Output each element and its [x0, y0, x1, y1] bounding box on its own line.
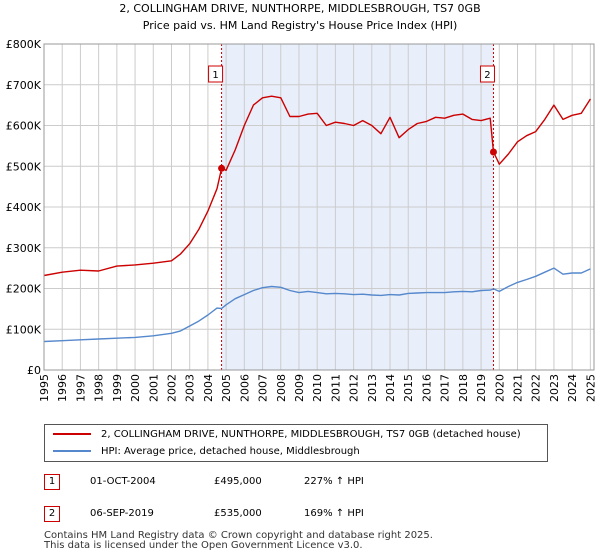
- legend: 2, COLLINGHAM DRIVE, NUNTHORPE, MIDDLESB…: [44, 424, 548, 462]
- x-tick-label: 2010: [311, 374, 324, 402]
- x-tick-label: 2018: [457, 374, 470, 402]
- x-tick-label: 1998: [93, 374, 106, 402]
- x-tick-label: 2002: [165, 374, 178, 402]
- x-tick-label: 2001: [147, 374, 160, 402]
- x-tick-label: 2011: [329, 374, 342, 402]
- property-price-line: [43, 95, 591, 277]
- plot-area: £0 £100K £200K £300K £400K £500K £600K £700K £80…: [6, 38, 598, 402]
- legend-swatch-hpi: [53, 450, 91, 452]
- x-tick-label: 2004: [202, 374, 215, 402]
- x-tick-label: 2005: [220, 374, 233, 402]
- legend-item-property: 2, COLLINGHAM DRIVE, NUNTHORPE, MIDDLESB…: [53, 427, 521, 443]
- sale-point: [218, 164, 226, 172]
- x-tick-label: 1995: [38, 374, 51, 402]
- transaction-price: £535,000: [214, 508, 262, 519]
- y-tick-label: £600K: [6, 120, 42, 133]
- x-tick-label: 2000: [129, 374, 142, 402]
- footer-line-licence: This data is licensed under the Open Gov…: [44, 540, 363, 551]
- x-tick-label: 2015: [402, 374, 415, 402]
- y-tick-label: £300K: [6, 242, 42, 255]
- event-label-box: [208, 65, 224, 83]
- x-tick-label: 1996: [56, 374, 69, 402]
- x-tick-label: 2014: [384, 374, 397, 402]
- x-tick-label: 1997: [74, 374, 87, 402]
- event-label-box: [479, 65, 495, 83]
- x-tick-label: 2024: [566, 374, 579, 402]
- x-tick-label: 2007: [257, 374, 270, 402]
- transaction-number-badge: 1: [44, 474, 60, 490]
- y-tick-label: £0: [27, 364, 41, 377]
- y-tick-label: £100K: [6, 323, 42, 336]
- x-tick-label: 2012: [348, 374, 361, 402]
- x-tick-label: 2008: [275, 374, 288, 402]
- y-tick-label: £700K: [6, 79, 42, 92]
- plot-border: [43, 43, 595, 371]
- transaction-number-badge: 2: [44, 506, 60, 522]
- y-tick-label: £500K: [6, 160, 42, 173]
- footer-attribution: Contains HM Land Registry data © Crown c…: [44, 531, 433, 551]
- footer-line-copyright: Contains HM Land Registry data © Crown c…: [44, 530, 433, 541]
- transaction-row: 2 06-SEP-2019 £535,000 169% ↑ HPI: [44, 506, 564, 524]
- x-tick-label: 2019: [475, 374, 488, 402]
- event-label: 1: [212, 70, 218, 81]
- transaction-hpi-change: 227% ↑ HPI: [304, 476, 364, 487]
- x-tick-label: 2025: [584, 374, 597, 402]
- x-tick-label: 2020: [493, 374, 506, 402]
- y-tick-label: £400K: [6, 201, 42, 214]
- x-tick-label: 2023: [548, 374, 561, 402]
- chart-subtitle: Price paid vs. HM Land Registry's House …: [143, 19, 458, 32]
- transaction-date: 06-SEP-2019: [90, 508, 154, 519]
- x-tick-label: 2006: [238, 374, 251, 402]
- chart-title: 2, COLLINGHAM DRIVE, NUNTHORPE, MIDDLESB…: [119, 2, 480, 15]
- x-tick-label: 2022: [530, 374, 543, 402]
- y-tick-label: £200K: [6, 283, 42, 296]
- price-chart: 2, COLLINGHAM DRIVE, NUNTHORPE, MIDDLESB…: [6, 2, 598, 402]
- x-tick-label: 2021: [512, 374, 525, 402]
- x-tick-label: 2013: [366, 374, 379, 402]
- x-tick-label: 2017: [439, 374, 452, 402]
- y-tick-label: £800K: [6, 38, 42, 51]
- hpi-line: [43, 267, 591, 343]
- legend-swatch-property: [53, 433, 91, 435]
- x-tick-label: 2003: [184, 374, 197, 402]
- legend-label-property: 2, COLLINGHAM DRIVE, NUNTHORPE, MIDDLESB…: [101, 429, 521, 440]
- event-label: 2: [484, 70, 490, 81]
- transaction-price: £495,000: [214, 476, 262, 487]
- transaction-date: 01-OCT-2004: [90, 476, 156, 487]
- x-tick-label: 2016: [420, 374, 433, 402]
- legend-item-hpi: HPI: Average price, detached house, Midd…: [53, 444, 360, 460]
- x-tick-label: 1999: [111, 374, 124, 402]
- transaction-hpi-change: 169% ↑ HPI: [304, 508, 364, 519]
- sale-point: [489, 148, 497, 156]
- x-tick-label: 2009: [293, 374, 306, 402]
- transaction-row: 1 01-OCT-2004 £495,000 227% ↑ HPI: [44, 474, 564, 492]
- legend-label-hpi: HPI: Average price, detached house, Midd…: [101, 446, 360, 457]
